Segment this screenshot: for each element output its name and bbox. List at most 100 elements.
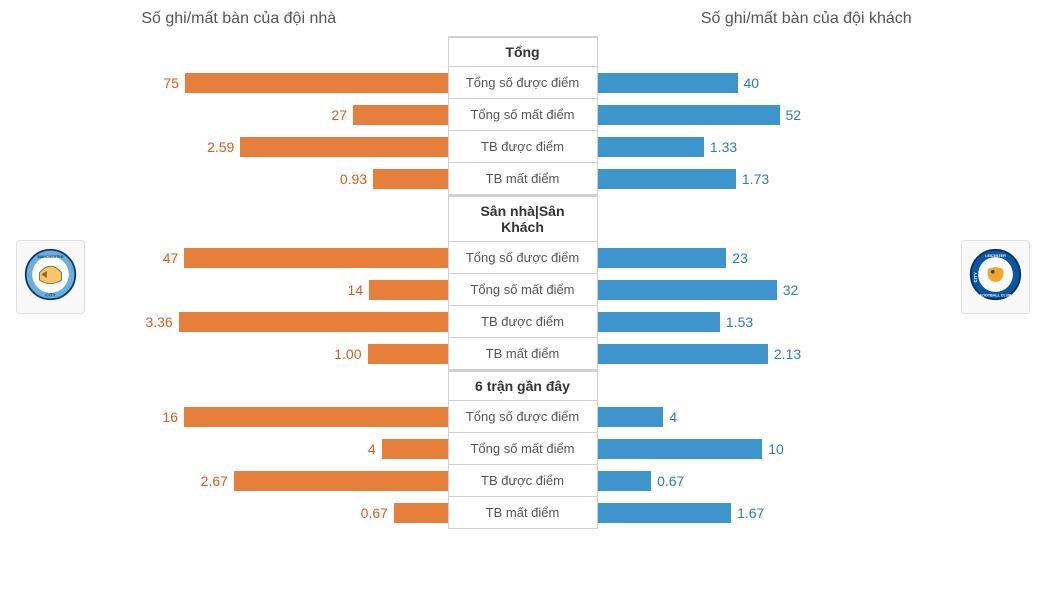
home-logo-box: MANCHESTER CITY — [10, 240, 90, 314]
away-logo-box: LEICESTER FOOTBALL CLUB CITY — [955, 240, 1035, 314]
away-side: 1.33 — [598, 131, 956, 163]
stat-row: 75 Tổng số được điểm 40 — [90, 67, 955, 99]
row-label: Tổng số mất điểm — [448, 99, 598, 131]
home-value: 75 — [163, 75, 179, 91]
away-bar — [598, 105, 780, 125]
away-bar — [598, 248, 727, 268]
away-bar — [598, 439, 763, 459]
row-label: TB được điểm — [448, 131, 598, 163]
home-side: 3.36 — [90, 306, 448, 338]
home-value: 16 — [162, 409, 178, 425]
away-bar — [598, 137, 704, 157]
away-value: 4 — [669, 409, 677, 425]
home-bar — [184, 248, 447, 268]
home-header: Số ghi/mất bàn của đội nhà — [90, 10, 448, 28]
stat-row: 0.67 TB mất điểm 1.67 — [90, 497, 955, 529]
away-value: 52 — [786, 107, 802, 123]
home-value: 4 — [368, 441, 376, 457]
stat-row: 4 Tổng số mất điểm 10 — [90, 433, 955, 465]
chart-container: MANCHESTER CITY Số ghi/mất bàn của đội n… — [10, 10, 1035, 529]
away-side: 2.13 — [598, 338, 956, 370]
row-label: TB được điểm — [448, 465, 598, 497]
away-bar — [598, 503, 732, 523]
home-value: 2.59 — [207, 139, 234, 155]
home-bar — [184, 407, 448, 427]
away-side: 1.67 — [598, 497, 956, 529]
away-logo: LEICESTER FOOTBALL CLUB CITY — [961, 240, 1030, 314]
row-label: TB mất điểm — [448, 497, 598, 529]
away-header: Số ghi/mất bàn của đội khách — [598, 10, 956, 28]
home-value: 2.67 — [201, 473, 228, 489]
home-side: 0.93 — [90, 163, 448, 195]
section-header: Sân nhà|Sân Khách — [448, 195, 598, 242]
away-value: 1.53 — [726, 314, 753, 330]
home-side: 14 — [90, 274, 448, 306]
row-label: Tổng số mất điểm — [448, 274, 598, 306]
home-bar — [382, 439, 448, 459]
away-value: 32 — [783, 282, 799, 298]
row-label: Tổng số được điểm — [448, 67, 598, 99]
home-side: 27 — [90, 99, 448, 131]
away-value: 23 — [732, 250, 748, 266]
home-bar — [234, 471, 448, 491]
row-label: TB được điểm — [448, 306, 598, 338]
home-value: 3.36 — [145, 314, 172, 330]
svg-text:CITY: CITY — [973, 272, 978, 282]
home-bar — [185, 73, 448, 93]
main-chart: Số ghi/mất bàn của đội nhà Số ghi/mất bà… — [90, 10, 955, 529]
stat-row: 14Tổng số mất điểm 32 — [90, 274, 955, 306]
away-side: 40 — [598, 67, 956, 99]
away-side: 0.67 — [598, 465, 956, 497]
home-value: 1.00 — [334, 346, 361, 362]
home-value: 0.93 — [340, 171, 367, 187]
home-bar — [394, 503, 448, 523]
away-side: 10 — [598, 433, 956, 465]
stat-row: 47Tổng số được điểm23 — [90, 242, 955, 274]
section-header: Tổng — [448, 36, 598, 67]
svg-text:MANCHESTER: MANCHESTER — [37, 255, 63, 259]
stat-row: 1.00 TB mất điểm 2.13 — [90, 338, 955, 370]
away-value: 1.73 — [742, 171, 769, 187]
home-value: 27 — [331, 107, 347, 123]
svg-text:CITY: CITY — [45, 293, 55, 298]
home-bar — [373, 169, 447, 189]
chart-body: Tổng 75 Tổng số được điểm 40 27 Tổng số mất đ… — [90, 36, 955, 529]
row-label: TB mất điểm — [448, 163, 598, 195]
header-spacer — [448, 10, 598, 28]
home-bar — [240, 137, 447, 157]
away-value: 40 — [744, 75, 760, 91]
home-bar — [369, 280, 447, 300]
away-value: 1.67 — [737, 505, 764, 521]
away-value: 2.13 — [774, 346, 801, 362]
section-header: 6 trận gần đây — [448, 370, 598, 401]
svg-text:FOOTBALL CLUB: FOOTBALL CLUB — [979, 294, 1010, 298]
stat-row: 3.36 TB được điểm 1.53 — [90, 306, 955, 338]
home-side: 75 — [90, 67, 448, 99]
away-bar — [598, 169, 736, 189]
home-value: 0.67 — [361, 505, 388, 521]
home-side: 0.67 — [90, 497, 448, 529]
away-bar — [598, 312, 720, 332]
home-value: 47 — [163, 250, 179, 266]
stat-row: 2.67 TB được điểm 0.67 — [90, 465, 955, 497]
home-side: 4 — [90, 433, 448, 465]
home-side: 47 — [90, 242, 448, 274]
away-bar — [598, 344, 768, 364]
svg-text:LEICESTER: LEICESTER — [985, 254, 1006, 258]
away-side: 52 — [598, 99, 956, 131]
row-label: Tổng số được điểm — [448, 401, 598, 433]
row-label: Tổng số mất điểm — [448, 433, 598, 465]
home-side: 16 — [90, 401, 448, 433]
column-headers: Số ghi/mất bàn của đội nhà Số ghi/mất bà… — [90, 10, 955, 28]
away-side: 1.53 — [598, 306, 956, 338]
away-value: 0.67 — [657, 473, 684, 489]
away-value: 1.33 — [710, 139, 737, 155]
row-label: TB mất điểm — [448, 338, 598, 370]
stat-row: 2.59 TB được điểm 1.33 — [90, 131, 955, 163]
home-side: 2.59 — [90, 131, 448, 163]
away-side: 4 — [598, 401, 956, 433]
away-value: 10 — [768, 441, 784, 457]
home-logo: MANCHESTER CITY — [16, 240, 85, 314]
away-side: 32 — [598, 274, 956, 306]
stat-row: 0.93 TB mất điểm 1.73 — [90, 163, 955, 195]
